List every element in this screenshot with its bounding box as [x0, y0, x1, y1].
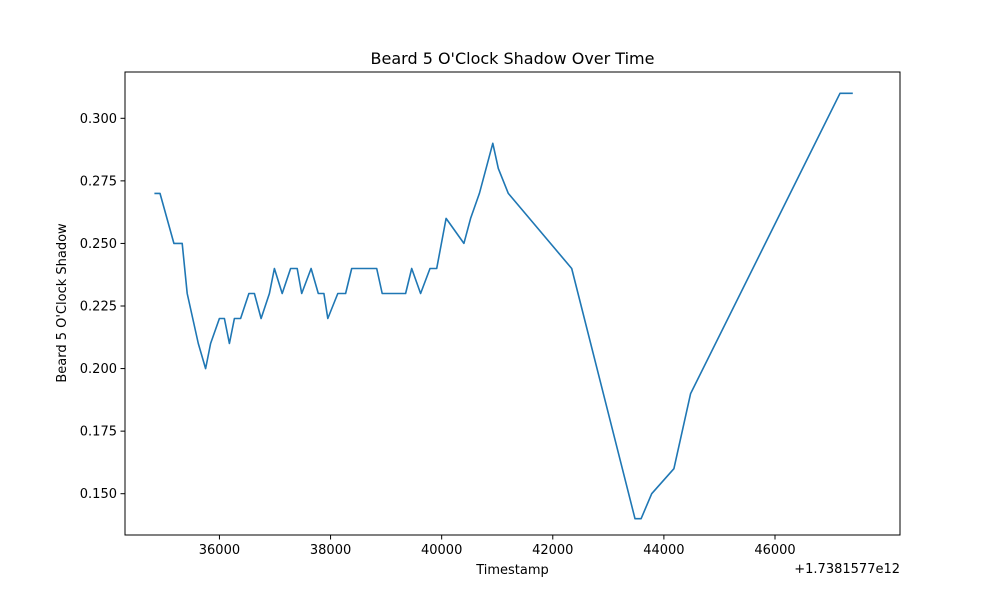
line-layer	[154, 92, 853, 520]
y-tick-label: 0.225	[80, 300, 117, 315]
plot-frame	[124, 71, 901, 536]
y-tick-label: 0.300	[80, 112, 117, 127]
y-tick-label: 0.150	[80, 487, 117, 502]
y-tick-label: 0.175	[80, 425, 117, 440]
x-tick-label: 44000	[643, 543, 684, 558]
x-tick-label: 36000	[199, 543, 240, 558]
y-axis: 0.150 0.175 0.200 0.225 0.250 0.275 0.300	[80, 112, 125, 502]
x-offset-label: +1.7381577e12	[794, 562, 900, 577]
x-axis-title: Timestamp	[475, 563, 549, 578]
y-tick-label: 0.275	[80, 174, 117, 189]
y-tick-label: 0.200	[80, 362, 117, 377]
x-tick-label: 46000	[754, 543, 795, 558]
x-tick-label: 42000	[532, 543, 573, 558]
x-tick-label: 40000	[421, 543, 462, 558]
y-tick-label: 0.250	[80, 237, 117, 252]
chart-title: Beard 5 O'Clock Shadow Over Time	[371, 49, 655, 68]
x-tick-label: 38000	[310, 543, 351, 558]
x-axis: 36000 38000 40000 42000 44000 46000	[199, 535, 796, 558]
y-axis-title: Beard 5 O'Clock Shadow	[55, 223, 70, 383]
series-line	[154, 92, 853, 520]
